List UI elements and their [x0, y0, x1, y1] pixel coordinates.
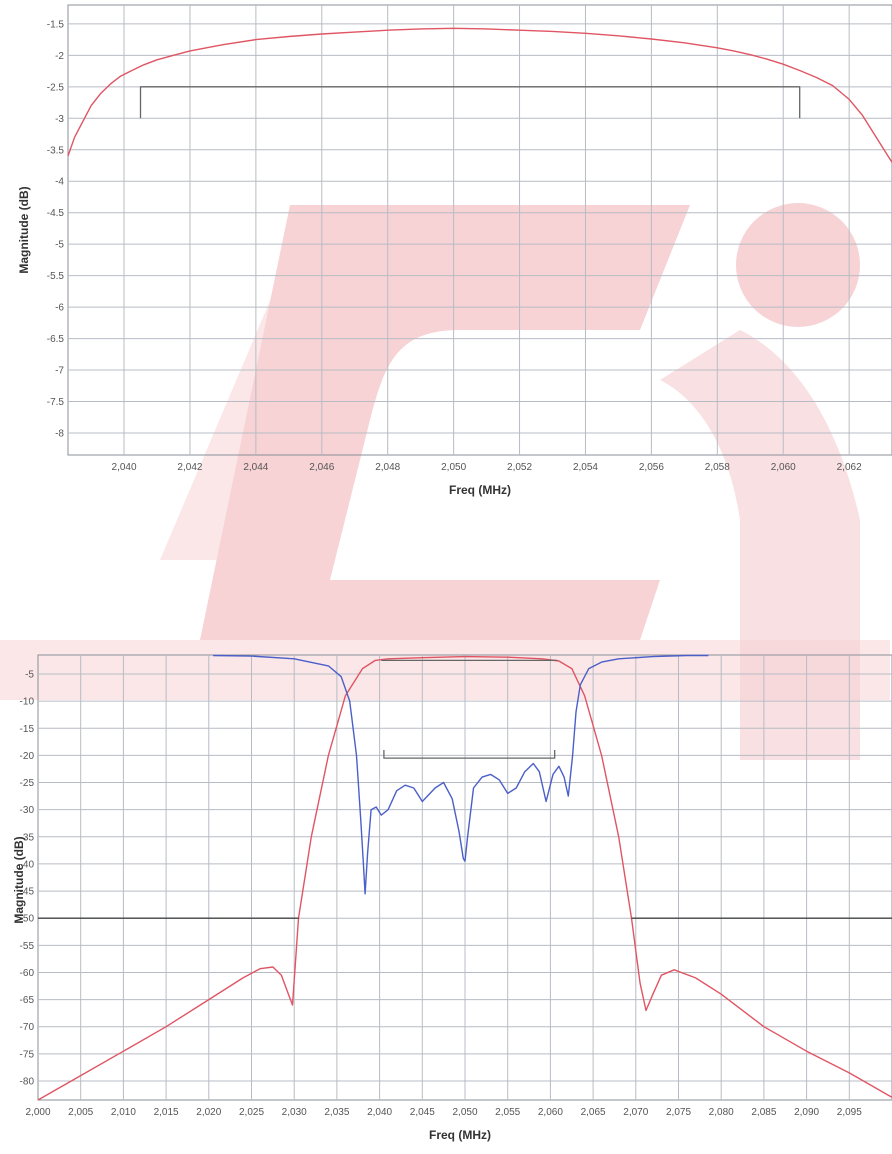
- x-tick-label: 2,045: [410, 1107, 435, 1118]
- y-tick-label: -40: [20, 859, 35, 870]
- y-tick-label: -5: [25, 669, 34, 680]
- y-tick-label: -25: [20, 778, 35, 789]
- series-group: [67, 27, 892, 163]
- x-tick-label: 2,005: [68, 1107, 93, 1118]
- y-tick-label: -65: [20, 995, 35, 1006]
- series-group: [37, 654, 892, 1101]
- grid: [38, 655, 892, 1100]
- x-tick-label: 2,025: [239, 1107, 264, 1118]
- x-tick-label: 2,075: [666, 1107, 691, 1118]
- y-tick-label: -60: [20, 968, 35, 979]
- chart-passband: -1.5 -2 -2.5 -3 -3.5 -4 -4.5 -5 -5.5 -6 -6.5 -7 -7.5…: [17, 4, 892, 497]
- x-axis-label: Freq (MHz): [449, 483, 511, 497]
- series-line: [213, 654, 709, 895]
- y-tick-label: -75: [20, 1049, 35, 1060]
- watermark-logo: [0, 203, 890, 760]
- y-tick-label: -3: [55, 114, 64, 125]
- y-tick-label: -55: [20, 941, 35, 952]
- y-tick-label: -2.5: [47, 82, 65, 93]
- x-tick-label: 2,055: [495, 1107, 520, 1118]
- grid: [68, 5, 892, 455]
- x-tick-label: 2,048: [375, 462, 400, 473]
- y-tick-label: -45: [20, 887, 35, 898]
- y-tick-label: -8: [55, 428, 64, 439]
- x-tick-label: 2,065: [581, 1107, 606, 1118]
- x-tick-label: 2,046: [309, 462, 334, 473]
- y-tick-label: -80: [20, 1077, 35, 1088]
- x-tick-label: 2,020: [196, 1107, 221, 1118]
- watermark-shape: [160, 230, 380, 560]
- y-tick-label: -50: [20, 914, 35, 925]
- x-tick-labels: 2,000 2,005 2,010 2,015 2,020 2,025 2,030 2,035…: [25, 1107, 862, 1118]
- x-tick-label: 2,040: [112, 462, 137, 473]
- y-tick-label: -1.5: [47, 19, 65, 30]
- x-tick-label: 2,010: [111, 1107, 136, 1118]
- watermark-shape: [660, 330, 860, 760]
- series-line: [383, 750, 556, 759]
- x-tick-label: 2,050: [441, 462, 466, 473]
- x-tick-label: 2,000: [25, 1107, 50, 1118]
- y-tick-label: -4: [55, 177, 64, 188]
- x-tick-label: 2,052: [507, 462, 532, 473]
- y-tick-label: -3.5: [47, 145, 65, 156]
- y-tick-labels: -5 -10 -15 -20 -25 -30 -35 -40 -45 -50 -55 -60 -65 -7…: [20, 669, 35, 1087]
- y-tick-label: -10: [20, 697, 35, 708]
- x-tick-label: 2,090: [794, 1107, 819, 1118]
- y-tick-label: -70: [20, 1022, 35, 1033]
- series-line: [67, 27, 892, 163]
- x-tick-label: 2,050: [452, 1107, 477, 1118]
- y-tick-label: -2: [55, 51, 64, 62]
- x-tick-label: 2,085: [751, 1107, 776, 1118]
- x-tick-label: 2,060: [538, 1107, 563, 1118]
- chart-wideband: -5 -10 -15 -20 -25 -30 -35 -40 -45 -50 -55 -60 -65 -7…: [12, 654, 892, 1142]
- x-tick-label: 2,054: [573, 462, 598, 473]
- x-tick-label: 2,040: [367, 1107, 392, 1118]
- y-tick-label: -5: [55, 240, 64, 251]
- x-tick-label: 2,035: [324, 1107, 349, 1118]
- watermark-dot: [736, 203, 860, 327]
- x-tick-label: 2,044: [243, 462, 268, 473]
- y-tick-label: -20: [20, 751, 35, 762]
- x-tick-label: 2,095: [837, 1107, 862, 1118]
- x-tick-label: 2,058: [705, 462, 730, 473]
- y-tick-label: -35: [20, 832, 35, 843]
- series-line: [37, 655, 892, 1101]
- x-tick-label: 2,030: [282, 1107, 307, 1118]
- y-tick-label: -4.5: [47, 208, 65, 219]
- x-axis-label: Freq (MHz): [429, 1128, 491, 1142]
- x-tick-label: 2,080: [709, 1107, 734, 1118]
- x-tick-label: 2,062: [837, 462, 862, 473]
- y-tick-label: -7.5: [47, 397, 65, 408]
- y-tick-label: -6: [55, 303, 64, 314]
- y-tick-labels: -1.5 -2 -2.5 -3 -3.5 -4 -4.5 -5 -5.5 -6 -6.5 -7 -7.5…: [47, 19, 65, 439]
- series-line: [139, 86, 801, 119]
- y-tick-label: -30: [20, 805, 35, 816]
- y-tick-label: -7: [55, 366, 64, 377]
- x-tick-label: 2,060: [771, 462, 796, 473]
- plot-area: [67, 4, 892, 456]
- y-axis-label: Magnitude (dB): [12, 836, 26, 923]
- y-tick-label: -5.5: [47, 271, 65, 282]
- x-tick-label: 2,042: [177, 462, 202, 473]
- y-tick-label: -15: [20, 724, 35, 735]
- x-tick-labels: 2,040 2,042 2,044 2,046 2,048 2,050 2,052 2,054…: [112, 462, 863, 473]
- x-tick-label: 2,070: [623, 1107, 648, 1118]
- y-tick-label: -6.5: [47, 334, 65, 345]
- x-tick-label: 2,056: [639, 462, 664, 473]
- x-tick-label: 2,015: [154, 1107, 179, 1118]
- y-axis-label: Magnitude (dB): [17, 186, 31, 273]
